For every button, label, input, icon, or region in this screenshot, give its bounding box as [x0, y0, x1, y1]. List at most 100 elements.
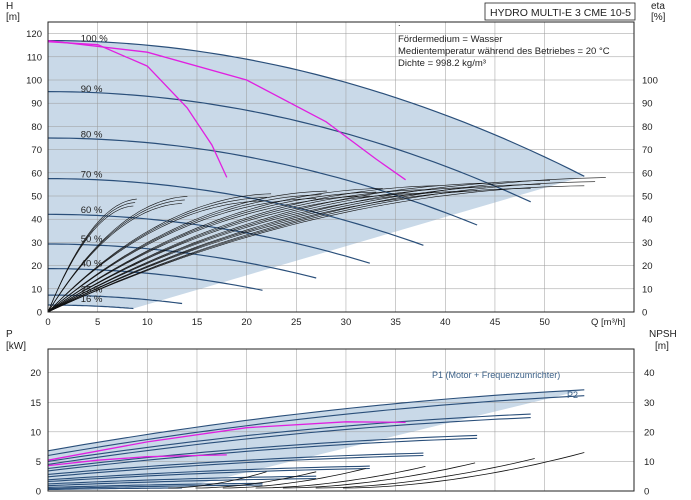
y2-tick-label: 40: [642, 215, 653, 226]
speed-label: 100 %: [81, 34, 108, 45]
note-medium: Fördermedium = Wasser: [398, 34, 502, 45]
eta-curve: [47, 194, 322, 313]
power-curve: [47, 413, 531, 462]
eta-curve: [47, 190, 478, 313]
y-tick-label: 10: [30, 427, 41, 438]
speed-label: 90 %: [81, 84, 103, 95]
power-curve: [47, 475, 317, 485]
y-tick-label: 50: [31, 192, 42, 203]
chart-title: HYDRO MULTI-E 3 CME 10-5: [490, 7, 631, 19]
head-curve: [47, 137, 478, 226]
power-curve: [47, 389, 585, 452]
power-curve: [47, 484, 263, 490]
eta-curve: [47, 185, 585, 313]
y-tick-label: 0: [36, 487, 41, 498]
power-plot-frame: [47, 348, 635, 492]
head-operating-lines: [47, 39, 406, 181]
y-tick-label: 80: [31, 122, 42, 133]
head-curve: [48, 268, 263, 291]
y2-tick-label: 10: [642, 284, 653, 295]
y-tick-label: 30: [31, 238, 42, 249]
npsh-curve: [342, 452, 585, 489]
axis-unit-eta: [%]: [651, 12, 666, 23]
x-tick-label: 40: [440, 317, 451, 328]
eta-curve: [47, 203, 183, 313]
speed-label: 60 %: [81, 205, 103, 216]
head-curve: [48, 40, 585, 177]
speed-label: 70 %: [81, 170, 103, 181]
head-operating-line: [47, 41, 228, 178]
head-curve: [47, 91, 531, 203]
x-tick-label: 45: [490, 317, 501, 328]
y2-tick-label: 50: [642, 192, 653, 203]
y-tick-label: 40: [31, 215, 42, 226]
power-npsh-panel: 0 5 10 15 20 0 10 20 30 40: [30, 348, 655, 498]
title-box: [484, 2, 636, 21]
power-axis-ticks: 0 5 10 15 20 0 10 20 30 40: [30, 368, 654, 497]
y2-tick-label: 10: [644, 457, 655, 468]
eta-curve: [47, 198, 137, 313]
axis-label-eta: eta: [651, 1, 665, 12]
y-tick-label: 20: [30, 368, 41, 379]
eta-curve: [47, 193, 424, 313]
power-curve: [47, 437, 478, 472]
speed-label: 25 %: [81, 284, 103, 295]
eta-curve: [47, 188, 531, 313]
speed-labels: 100 % 90 % 80 % 70 % 60 % 50 % 40 % 25 %16 %: [81, 34, 108, 306]
efficiency-curves: [47, 177, 606, 313]
npsh-curves: [168, 452, 585, 489]
y2-tick-label: 80: [642, 122, 653, 133]
annotation-p2: P2: [567, 390, 578, 400]
x-tick-label: 0: [45, 317, 50, 328]
note-temperature: Medientemperatur während des Betriebes =…: [398, 46, 610, 57]
npsh-curve: [168, 471, 267, 489]
power-curve: [47, 417, 531, 465]
eta-curve: [47, 185, 439, 313]
x-tick-label: 20: [241, 317, 252, 328]
y2-tick-label: 20: [642, 261, 653, 272]
power-operating-lines: [47, 421, 406, 467]
npsh-curve: [222, 468, 366, 489]
eta-curve: [47, 189, 431, 313]
axis-label-npsh: NPSH: [649, 329, 677, 340]
eta-curve: [47, 177, 606, 313]
head-axis-ticks: 0102030405060708090100110120010203040506…: [26, 29, 658, 328]
y-tick-label: 90: [31, 99, 42, 110]
y-tick-label: 110: [27, 52, 42, 63]
eta-curve: [47, 190, 327, 313]
x-tick-label: 5: [95, 317, 100, 328]
y2-tick-label: 60: [642, 168, 653, 179]
power-curve: [47, 478, 317, 487]
eta-curve: [47, 186, 486, 313]
eta-curve: [47, 182, 495, 313]
y-tick-label: 0: [37, 308, 42, 319]
eta-curve: [47, 200, 263, 313]
eta-curve: [47, 184, 541, 313]
x-tick-label: 25: [291, 317, 302, 328]
npsh-curve: [195, 471, 317, 489]
y2-tick-label: 90: [642, 99, 653, 110]
power-operating-line: [47, 421, 406, 461]
note-density: Dichte = 998.2 kg/m³: [398, 58, 486, 69]
eta-curve: [47, 195, 370, 313]
head-efficiency-panel: 0102030405060708090100110120010203040506…: [26, 21, 658, 328]
y2-tick-label: 30: [644, 398, 655, 409]
power-curve: [47, 395, 585, 457]
eta-curve: [47, 188, 383, 313]
npsh-curve: [282, 462, 476, 489]
npsh-curve: [315, 458, 535, 489]
x-tick-label: 50: [539, 317, 550, 328]
note-dot: .: [398, 18, 401, 28]
y-tick-label: 100: [26, 76, 42, 87]
y-tick-label: 10: [31, 284, 42, 295]
head-plot-frame: [47, 21, 635, 313]
x-tick-label: 35: [390, 317, 401, 328]
eta-curve: [47, 198, 317, 313]
y-tick-label: 5: [36, 457, 41, 468]
eta-curve: [47, 181, 596, 313]
y2-tick-label: 70: [642, 145, 653, 156]
axis-unit-h: [m]: [6, 12, 20, 23]
axis-unit-npsh: [m]: [655, 341, 669, 352]
power-curve: [47, 434, 478, 470]
power-curve: [47, 465, 370, 481]
